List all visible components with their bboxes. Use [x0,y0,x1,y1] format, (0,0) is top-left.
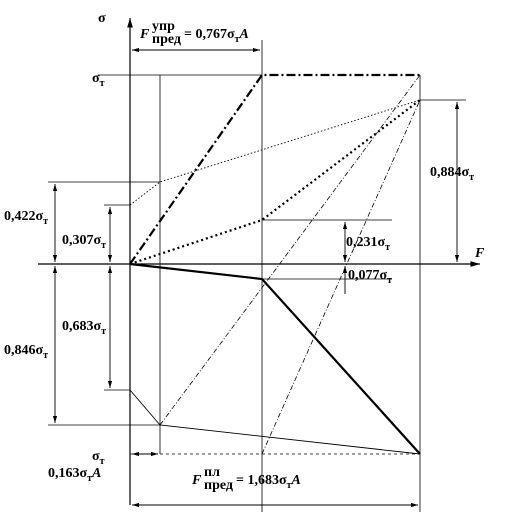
label-part: 0,683σ [62,319,102,334]
dimensions [52,47,460,508]
label-part: 0,884σ [430,165,470,180]
label: σ [98,11,106,26]
label-part: т [387,275,392,286]
label: F [474,246,485,261]
label-part: т [385,242,390,253]
label-part: 0,846σ [4,343,44,358]
label: 0,307σт [62,233,106,251]
label-part: т [43,350,48,361]
force-symbol: F [139,27,150,42]
force-value: = 1,683σтA [236,473,301,491]
label: σт [92,71,105,89]
label-part: σ [92,71,100,86]
label-part: A [239,27,249,42]
label-part: т [101,240,106,251]
label-part: т [87,473,92,484]
label-part: 0,231σ [346,235,386,250]
label-part: A [91,466,101,481]
label-part: 0,307σ [62,233,102,248]
guides [48,40,466,512]
label-part: пред [152,32,181,47]
force-symbol: F [191,473,202,488]
label: 0,884σт [430,165,474,183]
label: 0,231σт [346,235,390,253]
label-part: F [139,27,150,42]
label-part: σ [92,449,100,464]
label: 0,163σтA [48,466,101,484]
label-part: = 0,767σ [184,27,235,42]
label-part: упр [152,19,175,34]
force-sub: пред [204,478,233,493]
label: 0,846σт [4,343,48,361]
label-part: т [287,480,292,491]
force-sup: упр [152,19,175,34]
axes [38,18,480,505]
force-value: = 0,767σтA [184,27,249,45]
label-part: пл [204,465,220,480]
label-part: т [100,78,105,89]
label-part: = 1,683σ [236,473,287,488]
label: 0,683σт [62,319,106,337]
label: σт [92,449,105,467]
force-sup: пл [204,465,220,480]
label-part: A [291,473,301,488]
label-part: пред [204,478,233,493]
label: 0,422σт [4,209,48,227]
label-part: 0,422σ [4,209,44,224]
label-part: т [100,456,105,467]
label-part: F [191,473,202,488]
force-sub: пред [152,32,181,47]
label-part: т [43,216,48,227]
diagram-lines [129,73,421,455]
label-part: т [469,172,474,183]
label-part: т [101,326,106,337]
label-part: 0,077σ [348,268,388,283]
label-part: т [235,34,240,45]
label-part: 0,163σ [48,466,88,481]
label: 0,077σт [348,268,392,286]
